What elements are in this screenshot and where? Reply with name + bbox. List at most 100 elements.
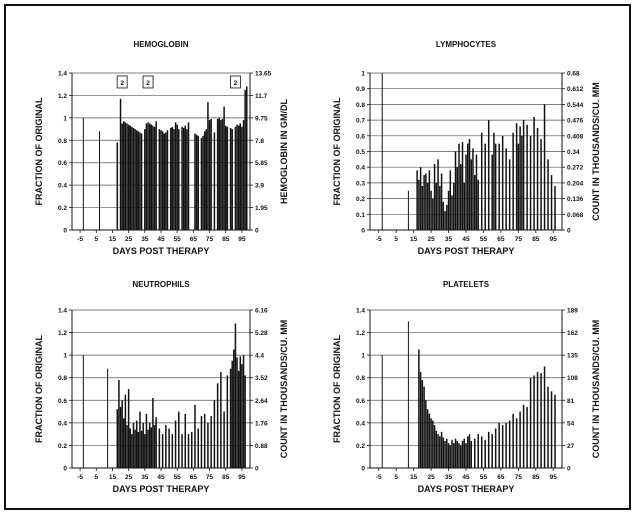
hemoglobin-bar: [186, 129, 188, 230]
lymphocytes-x-tick-label: 25: [427, 236, 435, 243]
hemoglobin-annotation-box: [142, 75, 154, 89]
lymphocytes-bar: [512, 132, 514, 230]
neutrophils-bar: [244, 375, 246, 468]
neutrophils-bar: [174, 420, 177, 468]
neutrophils-y2-tick-label: 6.16: [255, 308, 268, 315]
lymphocytes-bar: [543, 104, 546, 230]
hemoglobin-bar: [231, 129, 233, 230]
lymphocytes-bar: [463, 182, 466, 230]
hemoglobin-bar: [139, 132, 141, 230]
hemoglobin-annotation: 2: [146, 80, 150, 87]
neutrophils-bar: [242, 355, 245, 468]
platelets-y-tick-label: 0: [361, 466, 365, 473]
platelets-bar: [491, 434, 493, 468]
hemoglobin-bar: [244, 89, 246, 230]
hemoglobin-bar: [184, 125, 187, 230]
platelets-bar: [487, 431, 490, 468]
hemoglobin-bar: [173, 129, 175, 230]
hemoglobin-bar: [242, 120, 245, 230]
platelets-bar: [419, 372, 422, 468]
hemoglobin-bar: [163, 133, 165, 230]
neutrophils-bar: [147, 429, 149, 468]
neutrophils-bar: [82, 355, 84, 468]
platelets-bar: [447, 443, 450, 468]
hemoglobin-bar: [123, 121, 125, 230]
hemoglobin-bar: [121, 123, 123, 230]
platelets-chart: PLATELETS 0 0 0.2 27 0.4 54 0.6 81 0.8 108 1 135 1.2 1…: [332, 280, 601, 494]
platelets-bar: [484, 439, 486, 468]
platelets-bar: [430, 418, 432, 468]
hemoglobin-bar: [166, 130, 169, 230]
lymphocytes-bar: [439, 186, 441, 230]
platelets-y-tick-label: 1.2: [356, 330, 365, 337]
hemoglobin-bar: [239, 123, 242, 230]
hemoglobin-x-tick-label: 15: [109, 236, 117, 243]
lymphocytes-x-tick-label: 55: [480, 236, 488, 243]
platelets-bar: [515, 418, 518, 468]
lymphocytes-bar: [547, 159, 549, 230]
hemoglobin-bar: [176, 124, 178, 230]
lymphocytes-bar: [484, 143, 486, 230]
lymphocytes-y-tick-label: 0.5: [356, 149, 365, 156]
lymphocytes-bar: [428, 170, 431, 230]
neutrophils-bar: [229, 368, 232, 468]
hemoglobin-bar: [132, 127, 135, 230]
platelets-bar: [421, 379, 424, 468]
neutrophils-bar: [137, 431, 140, 468]
platelets-bar: [526, 407, 528, 468]
neutrophils-y-tick-label: 1.4: [58, 308, 67, 315]
lymphocytes-bar: [440, 173, 443, 230]
neutrophils-bar: [241, 364, 243, 468]
hemoglobin-bar: [82, 117, 84, 230]
platelets-x-tick-label: 85: [532, 474, 540, 481]
hemoglobin-bar: [207, 102, 209, 230]
neutrophils-bar: [194, 404, 196, 468]
platelets-bar: [554, 394, 556, 468]
lymphocytes-x-tick-label: 45: [462, 236, 470, 243]
platelets-bar: [470, 440, 472, 468]
hemoglobin-x-tick-label: 85: [222, 236, 230, 243]
lymphocytes-x-tick-label: 95: [550, 236, 558, 243]
lymphocytes-bar: [442, 201, 445, 230]
platelets-x-tick-label: 45: [462, 474, 470, 481]
lymphocytes-bar: [522, 120, 525, 230]
lymphocytes-bar: [433, 164, 436, 230]
neutrophils-bar: [148, 422, 151, 468]
lymphocytes-x-tick-label: 35: [445, 236, 453, 243]
platelets-bar: [522, 404, 525, 468]
lymphocytes-bar: [498, 143, 500, 230]
lymphocytes-y-tick-label: 0.9: [356, 86, 365, 93]
lymphocytes-y-tick-label: 0.8: [356, 102, 365, 109]
hemoglobin-bar: [99, 131, 101, 230]
neutrophils-bar: [210, 416, 212, 468]
neutrophils-title: NEUTROPHILS: [132, 280, 190, 289]
neutrophils-bar: [119, 407, 122, 468]
lymphocytes-y2-tick-label: 0.612: [567, 86, 584, 93]
lymphocytes-bar: [505, 148, 507, 230]
hemoglobin-bar: [246, 86, 248, 230]
hemoglobin-bar: [203, 131, 206, 230]
hemoglobin-bar: [241, 126, 243, 230]
neutrophils-bar: [197, 428, 199, 468]
platelets-x-tick-label: 95: [550, 474, 558, 481]
platelets-bar: [498, 422, 500, 468]
hemoglobin-annotation-box: [116, 75, 128, 89]
platelets-y2-axis-title: COUNT IN THOUSANDS/CU. MM: [591, 320, 601, 459]
neutrophils-x-tick-label: 45: [157, 474, 165, 481]
lymphocytes-bar: [458, 143, 460, 230]
lymphocytes-bar: [416, 170, 418, 230]
hemoglobin-y-tick-label: 0.6: [58, 160, 67, 167]
platelets-bar: [381, 355, 383, 468]
lymphocytes-bar: [437, 159, 439, 230]
lymphocytes-bar: [493, 132, 495, 230]
platelets-y2-tick-label: 0: [567, 466, 571, 473]
neutrophils-y2-tick-label: 2.64: [255, 398, 268, 405]
lymphocytes-y-tick-label: 0.1: [356, 212, 365, 219]
hemoglobin-annotation: 2: [234, 80, 238, 87]
lymphocytes-y2-tick-label: 0.68: [567, 71, 580, 78]
platelets-bar: [435, 430, 438, 468]
platelets-bar: [451, 439, 453, 468]
hemoglobin-bar: [140, 133, 143, 230]
neutrophils-bar: [155, 417, 157, 468]
